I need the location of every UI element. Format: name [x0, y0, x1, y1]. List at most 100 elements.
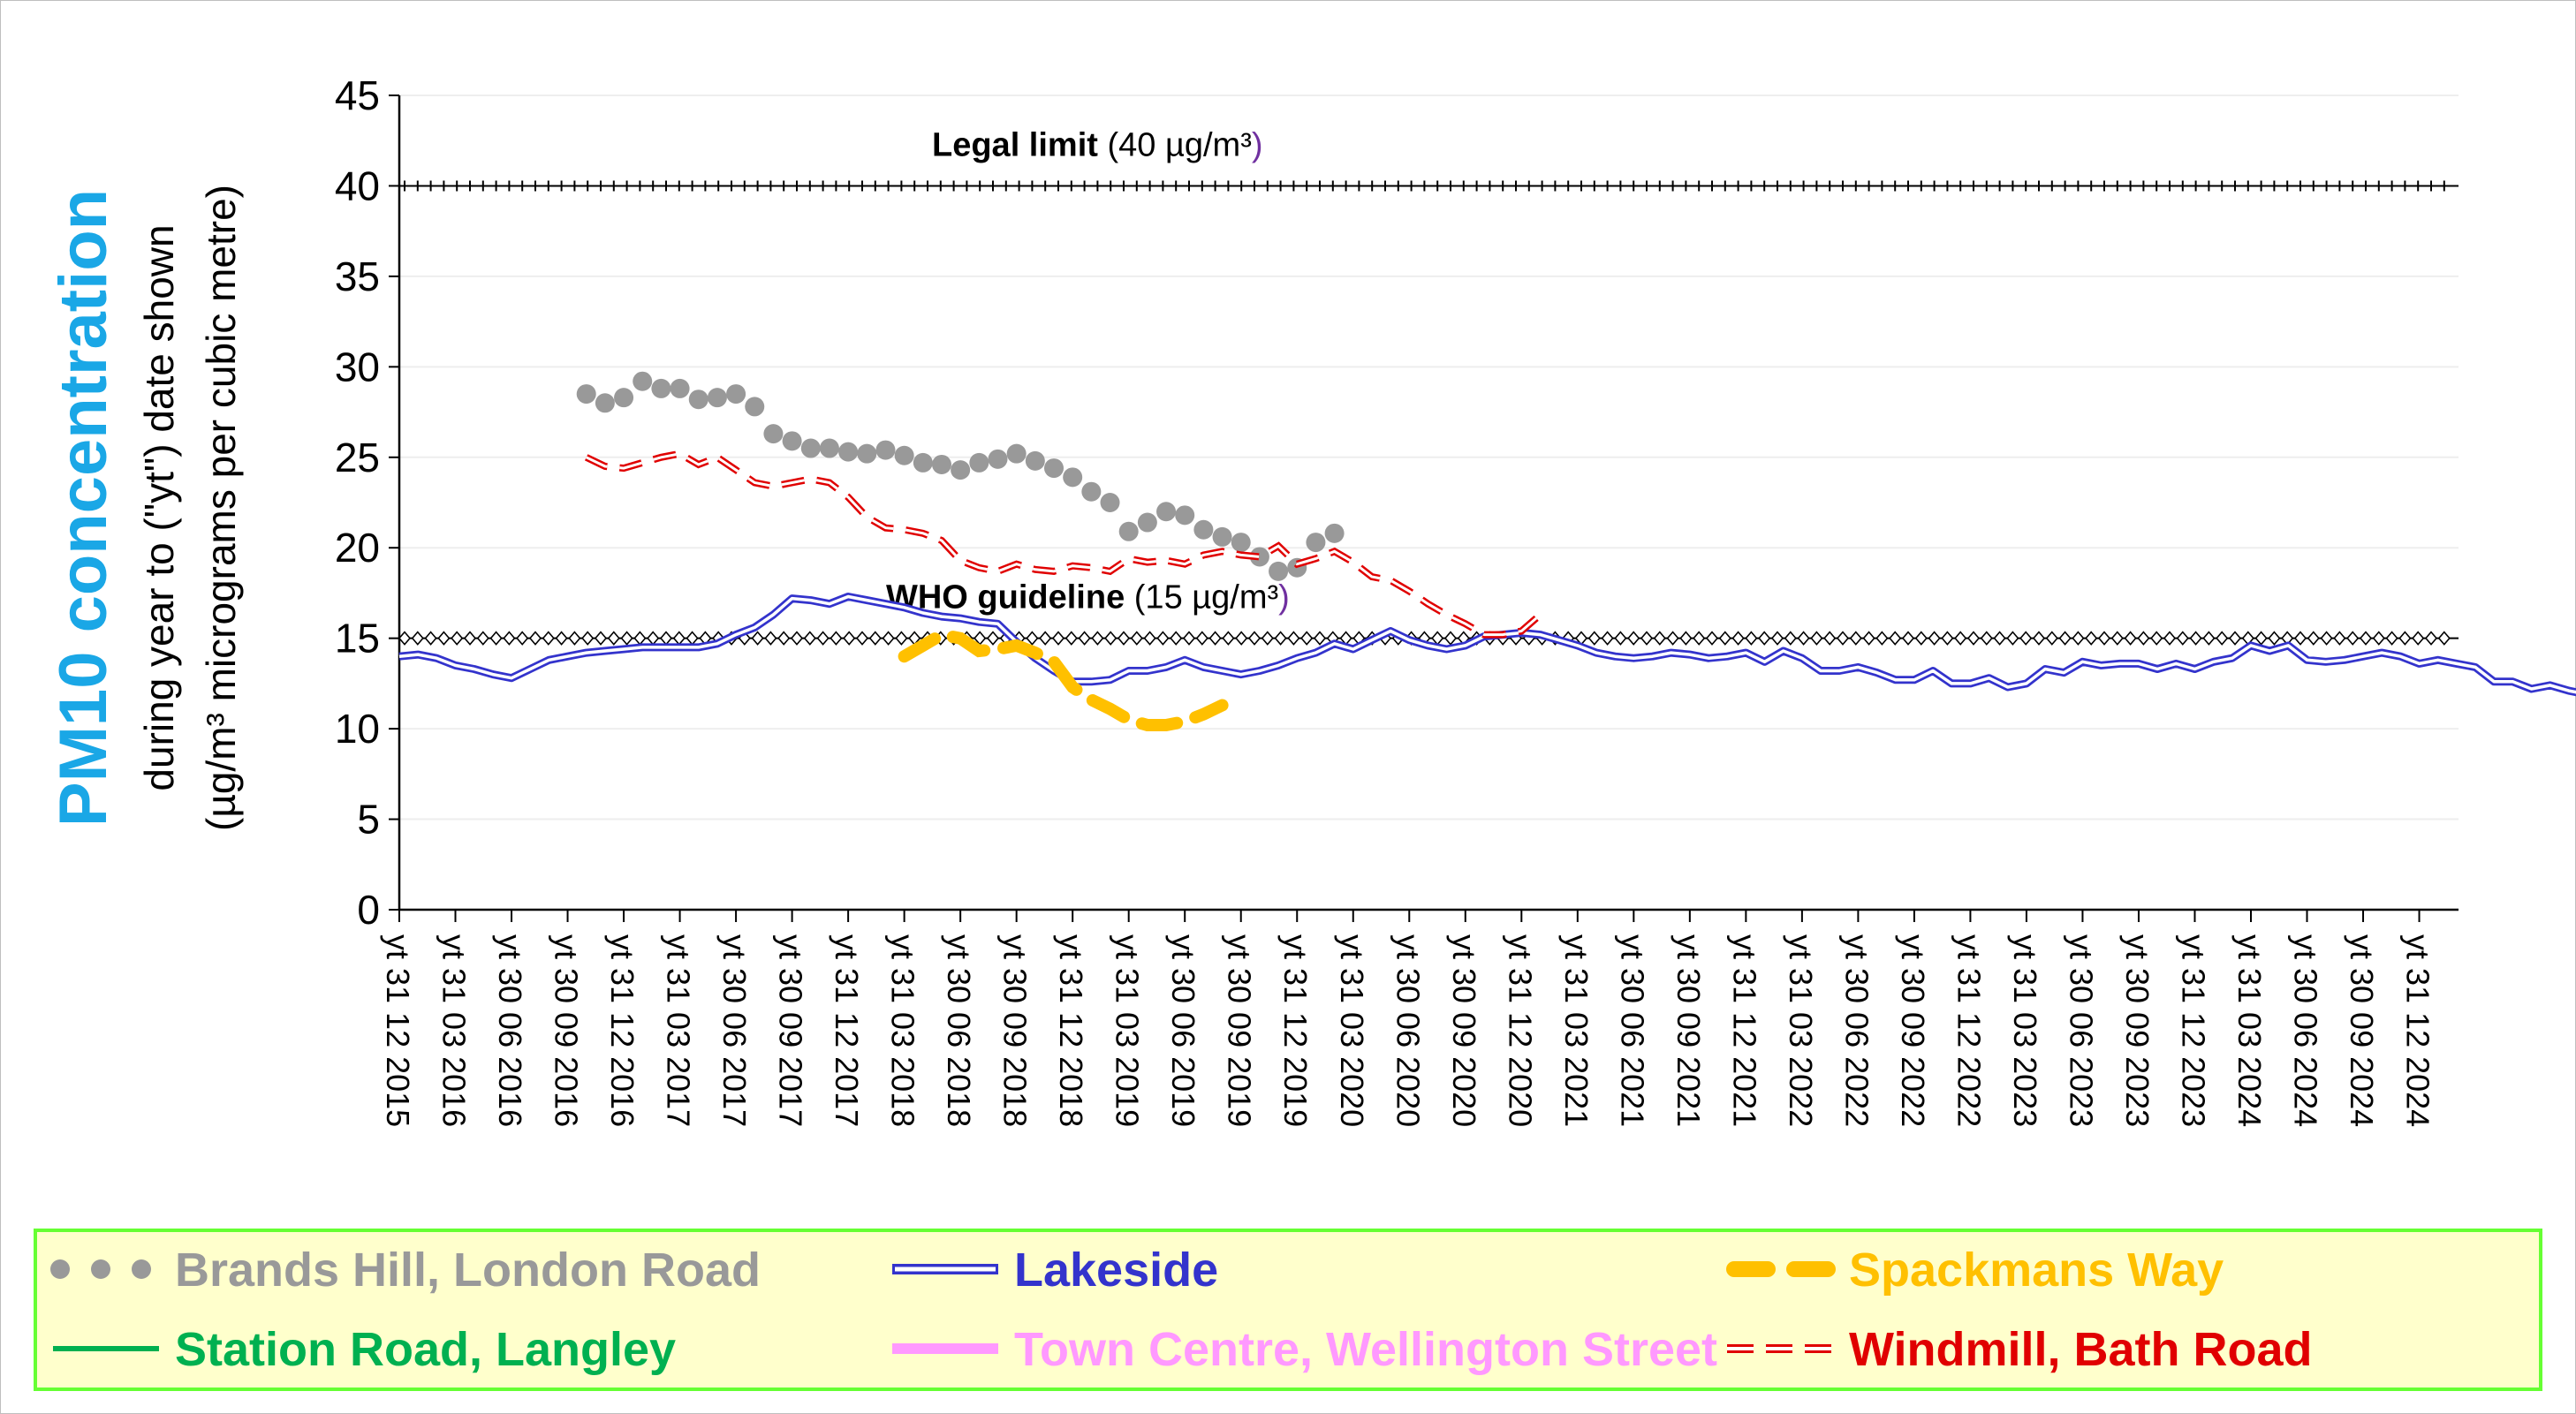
series-brands-hill-london-road-point	[688, 389, 708, 410]
reference-marker	[424, 631, 437, 646]
reference-marker	[607, 631, 620, 646]
x-tick-label: yt 30 09 2022	[1895, 934, 1931, 1127]
reference-marker	[1078, 631, 1091, 646]
reference-marker	[1549, 180, 1561, 192]
reference-marker	[2176, 631, 2189, 646]
reference-marker	[1966, 631, 1981, 646]
reference-marker	[1628, 180, 1640, 192]
x-tick-label: yt 31 12 2020	[1502, 934, 1538, 1127]
reference-marker	[621, 180, 633, 192]
reference-marker	[726, 180, 737, 192]
reference-marker	[465, 180, 475, 192]
series-brands-hill-london-road-point	[651, 378, 671, 398]
reference-marker	[1157, 180, 1169, 192]
reference-marker	[2163, 631, 2177, 646]
reference-marker	[1850, 180, 1861, 192]
reference-marker	[2110, 631, 2124, 646]
series-lines	[398, 371, 2576, 731]
legend-swatch-brands-hill-london-road	[132, 1259, 151, 1279]
reference-marker	[1797, 631, 1810, 646]
legend-label: Brands Hill, London Road	[175, 1244, 761, 1297]
reference-marker	[489, 631, 503, 646]
series-brands-hill-london-road-point	[1156, 502, 1177, 522]
reference-marker	[2046, 180, 2057, 192]
reference-marker	[2307, 180, 2319, 192]
y-axis-title-line2: (µg/m³ micrograms per cubic metre)	[198, 185, 244, 831]
reference-marker	[1222, 631, 1235, 646]
reference-marker	[1588, 180, 1600, 192]
reference-line-label: Legal limit (40 µg/m³)	[932, 126, 1263, 163]
reference-marker	[1928, 180, 1940, 192]
reference-marker	[2437, 631, 2451, 646]
legend-label: Lakeside	[1014, 1244, 1218, 1297]
reference-marker	[1065, 180, 1077, 192]
reference-marker	[2333, 631, 2346, 646]
reference-marker	[1536, 180, 1548, 192]
reference-marker	[1209, 180, 1221, 192]
reference-marker	[974, 180, 986, 192]
reference-marker	[803, 631, 816, 646]
reference-marker	[1053, 180, 1064, 192]
series-brands-hill-london-road-point	[819, 438, 839, 458]
reference-marker	[2269, 180, 2280, 192]
reference-marker	[2058, 631, 2072, 646]
reference-marker	[843, 631, 856, 646]
reference-marker	[1836, 631, 1850, 646]
reference-marker	[594, 631, 608, 646]
reference-marker	[1758, 631, 1771, 646]
reference-marker	[868, 631, 882, 646]
x-tick-label: yt 31 03 2023	[2007, 934, 2043, 1127]
reference-marker	[673, 180, 685, 192]
reference-marker	[1680, 180, 1692, 192]
series-brands-hill-london-road-point	[763, 424, 784, 444]
reference-marker	[882, 631, 895, 646]
reference-marker	[752, 180, 763, 192]
reference-marker	[765, 180, 777, 192]
reference-marker	[1693, 180, 1705, 192]
reference-marker	[1405, 180, 1417, 192]
reference-marker	[2373, 180, 2384, 192]
reference-marker	[516, 631, 529, 646]
reference-marker	[2216, 180, 2228, 192]
reference-marker	[1315, 180, 1325, 192]
reference-marker	[2202, 631, 2216, 646]
series-brands-hill-london-road-point	[875, 440, 896, 460]
series-brands-hill-london-road-point	[707, 388, 727, 408]
reference-marker	[463, 631, 477, 646]
reference-marker	[1327, 180, 1338, 192]
reference-marker	[1143, 631, 1156, 646]
x-tick-label: yt 31 12 2017	[829, 934, 865, 1127]
series-brands-hill-london-road-point	[1212, 526, 1232, 547]
reference-marker	[896, 180, 907, 192]
reference-marker	[2438, 180, 2450, 192]
x-tick-label: yt 31 03 2020	[1334, 934, 1370, 1127]
reference-marker	[530, 180, 541, 192]
reference-marker	[988, 180, 998, 192]
reference-marker	[1091, 631, 1104, 646]
reference-marker	[504, 180, 515, 192]
x-tick-label: yt 31 03 2018	[885, 934, 921, 1127]
reference-marker	[1104, 631, 1118, 646]
x-tick-label: yt 31 03 2022	[1783, 934, 1819, 1127]
reference-marker	[2086, 180, 2097, 192]
x-tick-label: yt 30 06 2023	[2063, 934, 2099, 1127]
series-brands-hill-london-road-point	[1081, 481, 1102, 502]
series-brands-hill-london-road-point	[931, 454, 951, 474]
reference-marker	[1274, 631, 1287, 646]
series-spackmans-way-line	[898, 628, 1229, 731]
x-tick-label: yt 31 12 2015	[380, 934, 416, 1127]
reference-marker	[542, 631, 555, 646]
reference-marker	[1144, 180, 1155, 192]
legend-box	[34, 1229, 2542, 1391]
reference-marker	[1118, 180, 1129, 192]
reference-marker	[568, 631, 581, 646]
reference-marker	[2072, 631, 2085, 646]
reference-marker	[1587, 631, 1601, 646]
reference-marker	[1511, 180, 1521, 192]
reference-marker	[1876, 180, 1888, 192]
reference-marker	[2398, 631, 2412, 646]
reference-marker	[1732, 180, 1744, 192]
series-brands-hill-london-road-point	[988, 449, 1008, 469]
reference-marker	[686, 631, 699, 646]
